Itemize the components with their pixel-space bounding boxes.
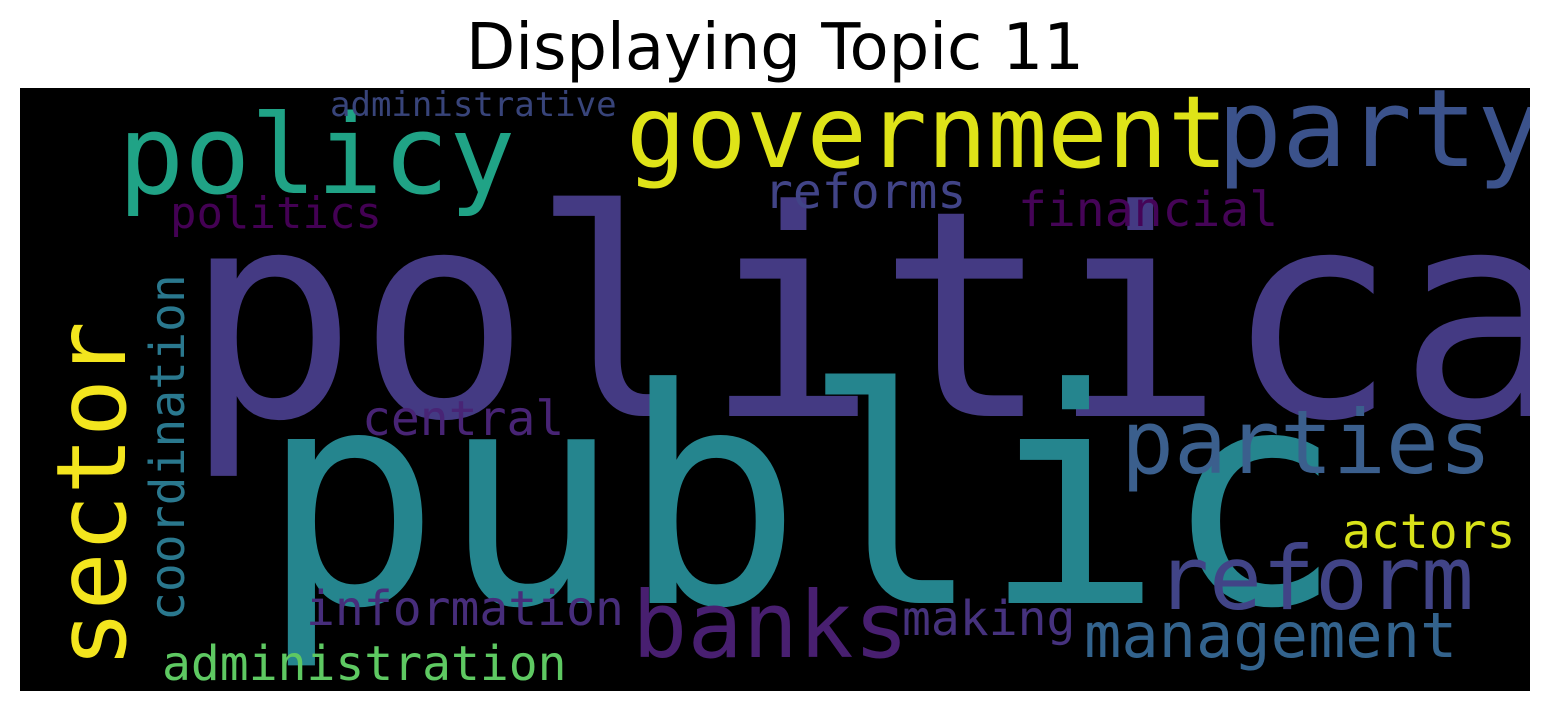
word-cloud: political public government party policy… bbox=[20, 88, 1530, 691]
word-policy: policy bbox=[118, 91, 516, 219]
word-public: public bbox=[260, 325, 1344, 674]
word-banks: banks bbox=[632, 572, 909, 679]
word-reforms: reforms bbox=[764, 164, 967, 220]
word-administration: administration bbox=[162, 636, 567, 691]
word-management: management bbox=[1084, 599, 1458, 672]
word-information: information bbox=[306, 581, 624, 637]
word-sector: sector bbox=[36, 321, 148, 668]
word-politics: politics bbox=[170, 188, 382, 239]
word-central: central bbox=[362, 391, 565, 447]
word-government: government bbox=[626, 88, 1229, 191]
word-coordination: coordination bbox=[140, 274, 196, 621]
word-administrative: administrative bbox=[330, 88, 617, 125]
word-actors: actors bbox=[1342, 504, 1516, 560]
word-making: making bbox=[902, 591, 1076, 647]
word-financial: financial bbox=[1018, 182, 1279, 238]
figure-title: Displaying Topic 11 bbox=[466, 11, 1084, 85]
word-parties: parties bbox=[1121, 391, 1492, 494]
word-party: party bbox=[1217, 88, 1530, 192]
word-political: political bbox=[184, 149, 1530, 484]
word-reform: reform bbox=[1156, 527, 1474, 630]
